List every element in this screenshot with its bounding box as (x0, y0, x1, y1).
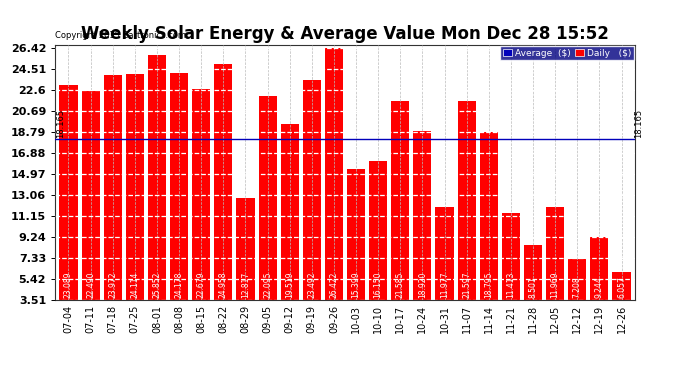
Bar (435, 207, 453, 300)
Bar (59, 85, 77, 300)
Bar (413, 130, 431, 300)
Text: 26.422: 26.422 (329, 272, 338, 298)
Text: 8.501: 8.501 (529, 276, 538, 298)
Bar (369, 161, 387, 300)
Bar (568, 259, 586, 300)
Text: 7.208: 7.208 (573, 276, 582, 298)
Text: 22.490: 22.490 (86, 272, 95, 298)
Bar (303, 80, 321, 300)
Text: 18.165: 18.165 (57, 109, 66, 138)
Text: 16.150: 16.150 (374, 272, 383, 298)
Bar (325, 48, 343, 300)
Bar (192, 89, 210, 300)
Text: 23.972: 23.972 (108, 272, 117, 298)
Bar (148, 54, 166, 300)
Legend: Average  ($), Daily   ($): Average ($), Daily ($) (500, 46, 634, 60)
Text: 15.399: 15.399 (352, 272, 361, 298)
Text: 24.958: 24.958 (219, 272, 228, 298)
Bar (480, 132, 498, 300)
Bar (457, 101, 475, 300)
Text: 21.585: 21.585 (396, 272, 405, 298)
Text: 23.089: 23.089 (64, 272, 73, 298)
Text: 19.519: 19.519 (285, 272, 294, 298)
Bar (347, 169, 365, 300)
Text: 25.852: 25.852 (152, 272, 161, 298)
Bar (613, 272, 631, 300)
Bar (237, 198, 255, 300)
Text: 18.165: 18.165 (633, 109, 642, 138)
Title: Weekly Solar Energy & Average Value Mon Dec 28 15:52: Weekly Solar Energy & Average Value Mon … (81, 26, 609, 44)
Bar (104, 75, 122, 300)
Bar (126, 74, 144, 300)
Bar (215, 64, 233, 300)
Text: 18.795: 18.795 (484, 272, 493, 298)
Text: 11.969: 11.969 (551, 272, 560, 298)
Text: 12.817: 12.817 (241, 272, 250, 298)
Text: 22.095: 22.095 (263, 272, 272, 298)
Bar (391, 101, 409, 300)
Bar (81, 92, 99, 300)
Text: 24.114: 24.114 (130, 272, 139, 298)
Bar (170, 73, 188, 300)
Text: Copyright 2015 Cartronics.com: Copyright 2015 Cartronics.com (55, 31, 186, 40)
Bar (502, 213, 520, 300)
Text: 6.057: 6.057 (617, 276, 626, 298)
Bar (546, 207, 564, 300)
Bar (281, 124, 299, 300)
Text: 18.920: 18.920 (418, 272, 427, 298)
Text: 11.413: 11.413 (506, 272, 515, 298)
Text: 21.597: 21.597 (462, 272, 471, 298)
Bar (259, 96, 277, 300)
Text: 9.244: 9.244 (595, 276, 604, 298)
Text: 23.492: 23.492 (307, 272, 316, 298)
Text: 24.178: 24.178 (175, 272, 184, 298)
Text: 22.679: 22.679 (197, 272, 206, 298)
Bar (591, 237, 609, 300)
Bar (524, 245, 542, 300)
Text: 11.977: 11.977 (440, 272, 449, 298)
